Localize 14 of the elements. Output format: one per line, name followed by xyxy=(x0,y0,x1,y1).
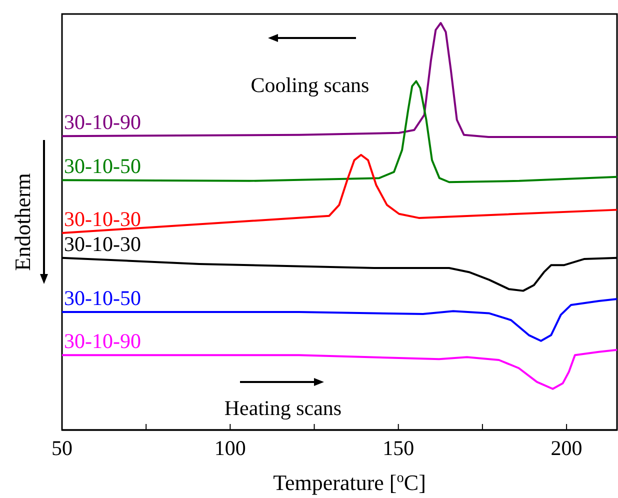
x-tick-label: 50 xyxy=(52,436,72,460)
series-label: 30-10-90 xyxy=(64,329,141,354)
series-label: 30-10-50 xyxy=(64,154,141,178)
x-tick-label: 150 xyxy=(382,436,414,460)
series-label: 30-10-30 xyxy=(64,232,141,256)
x-tick-label: 100 xyxy=(214,436,246,460)
series-label: 30-10-30 xyxy=(64,207,141,232)
x-axis-title: Temperature [$^{o}$C] xyxy=(273,470,426,495)
annotation: Cooling scans xyxy=(250,73,370,97)
y-axis-title: Endotherm xyxy=(10,173,35,271)
series-label: 30-10-90 xyxy=(64,110,141,134)
series-label: 30-10-50 xyxy=(64,286,141,310)
x-tick-label: 200 xyxy=(550,436,582,460)
annotation: Heating scans xyxy=(224,396,342,420)
